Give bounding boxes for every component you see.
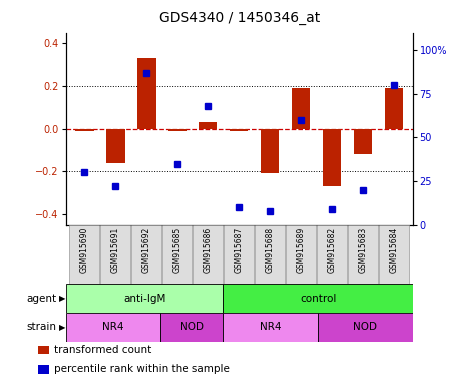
Text: GSM915692: GSM915692 [142, 227, 151, 273]
Text: anti-IgM: anti-IgM [123, 293, 166, 304]
Text: agent: agent [26, 293, 56, 304]
Text: GDS4340 / 1450346_at: GDS4340 / 1450346_at [159, 11, 320, 25]
Bar [223, 284, 413, 313]
Bar [38, 365, 49, 374]
Text: GSM915689: GSM915689 [297, 227, 306, 273]
Text: GSM915687: GSM915687 [234, 227, 244, 273]
Text: control: control [300, 293, 336, 304]
Text: GSM915682: GSM915682 [328, 227, 337, 273]
FancyBboxPatch shape [255, 225, 285, 283]
Text: NR4: NR4 [260, 322, 281, 333]
FancyBboxPatch shape [100, 225, 130, 283]
Bar [385, 88, 403, 129]
FancyBboxPatch shape [193, 225, 223, 283]
Bar [323, 129, 341, 186]
Bar [318, 313, 413, 342]
Bar [199, 122, 218, 129]
Text: percentile rank within the sample: percentile rank within the sample [54, 364, 230, 374]
Bar [223, 313, 318, 342]
Text: GSM915683: GSM915683 [359, 227, 368, 273]
FancyBboxPatch shape [286, 225, 316, 283]
Bar [168, 129, 187, 131]
Text: NOD: NOD [354, 322, 378, 333]
Text: ▶: ▶ [59, 323, 65, 332]
Text: NOD: NOD [180, 322, 204, 333]
Text: GSM915691: GSM915691 [111, 227, 120, 273]
FancyBboxPatch shape [348, 225, 378, 283]
Bar [38, 346, 49, 354]
FancyBboxPatch shape [317, 225, 347, 283]
Bar [354, 129, 372, 154]
FancyBboxPatch shape [379, 225, 409, 283]
Text: GSM915690: GSM915690 [80, 227, 89, 273]
Bar [230, 129, 249, 131]
Bar [66, 284, 223, 313]
Text: GSM915688: GSM915688 [265, 227, 275, 273]
Text: GSM915684: GSM915684 [390, 227, 399, 273]
Bar [292, 88, 310, 129]
FancyBboxPatch shape [162, 225, 192, 283]
Text: transformed count: transformed count [54, 345, 151, 355]
Bar [106, 129, 125, 163]
Bar [137, 58, 156, 129]
Text: NR4: NR4 [102, 322, 124, 333]
Bar [261, 129, 280, 174]
FancyBboxPatch shape [224, 225, 254, 283]
Bar [75, 129, 93, 131]
Bar [66, 313, 160, 342]
Text: GSM915686: GSM915686 [204, 227, 213, 273]
Text: GSM915685: GSM915685 [173, 227, 182, 273]
Text: strain: strain [26, 322, 56, 333]
Text: ▶: ▶ [59, 294, 65, 303]
FancyBboxPatch shape [69, 225, 99, 283]
Bar [160, 313, 223, 342]
FancyBboxPatch shape [131, 225, 161, 283]
